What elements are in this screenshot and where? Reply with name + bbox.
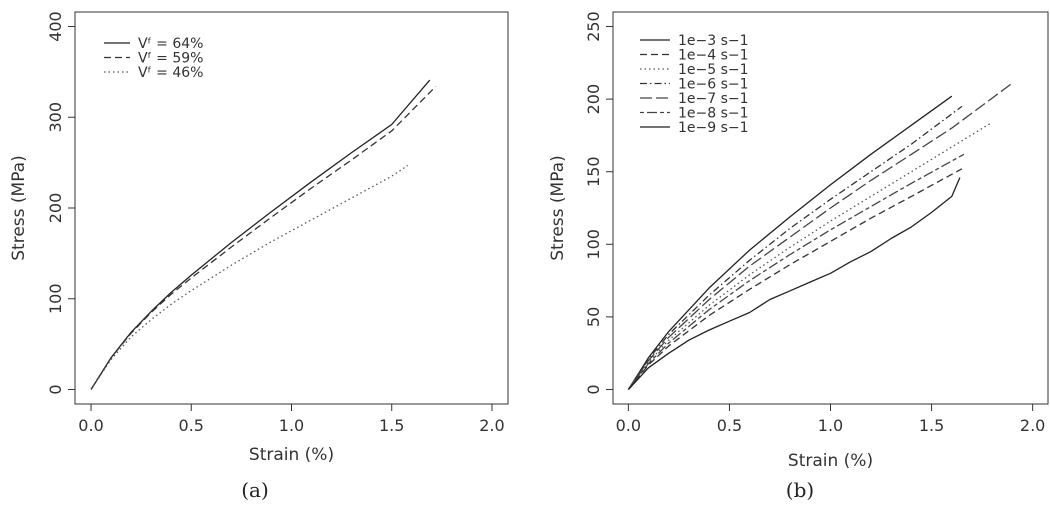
y-tick-label: 150 [584,156,603,187]
x-tick-label: 1.0 [279,416,304,435]
y-tick-label: 200 [46,193,65,224]
legend-label: 1e−5 s−1 [678,62,749,78]
x-tick-label: 2.0 [479,416,504,435]
x-tick-label: 1.5 [919,416,944,435]
x-tick-label: 2.0 [1020,416,1045,435]
legend-label: 1e−8 s−1 [678,106,749,122]
y-tick-label: 400 [46,11,65,42]
caption-b: (b) [785,478,815,502]
y-tick-label: 300 [46,102,65,133]
caption-a: (a) [241,478,269,502]
chart-a: 0.0 0.5 1.0 1.5 2.0 0 100 200 300 400 Strain (%) St… [9,11,509,465]
series-line-3 [90,164,409,390]
y-tick-label: 100 [584,229,603,260]
x-axis-label: Strain (%) [249,445,334,465]
y-tick-label: 250 [584,11,603,42]
series-line-7 [627,177,961,390]
x-tick-label: 0.0 [616,416,641,435]
y-tick-label: 50 [584,307,603,327]
legend-label: 1e−3 s−1 [678,33,749,49]
y-tick-label: 0 [584,384,603,394]
x-tick-label: 1.0 [818,416,843,435]
legend-label: 1e−4 s−1 [678,48,749,64]
series-line-6 [627,153,965,390]
x-tick-label: 1.5 [379,416,404,435]
legend-label: 1e−6 s−1 [678,77,749,93]
x-axis-label: Strain (%) [788,451,873,471]
y-tick-label: 200 [584,84,603,115]
y-axis-label: Stress (MPa) [9,155,29,261]
series-line-3 [627,121,993,390]
series-line-2 [90,85,437,390]
legend-label: 1e−9 s−1 [678,120,749,136]
x-tick-label: 0.0 [78,416,103,435]
series-line-1 [90,79,431,390]
legend-label: 1e−7 s−1 [678,91,749,107]
legend-label: Vᶠ = 59% [138,51,203,67]
series-line-4 [627,105,963,390]
x-tick-label: 0.5 [717,416,742,435]
series-line-1 [627,95,953,390]
series-line-2 [627,168,963,390]
y-tick-label: 100 [46,283,65,314]
y-tick-label: 0 [46,384,65,394]
legend-label: Vᶠ = 64% [138,36,203,52]
chart-b: 0.0 0.5 1.0 1.5 2.0 0 50 100 150 200 250 Strain (%)… [548,11,1049,471]
legend-label: Vᶠ = 46% [138,65,203,81]
series-line-5 [627,82,1013,390]
y-axis-label: Stress (MPa) [548,155,568,261]
x-tick-label: 0.5 [179,416,204,435]
